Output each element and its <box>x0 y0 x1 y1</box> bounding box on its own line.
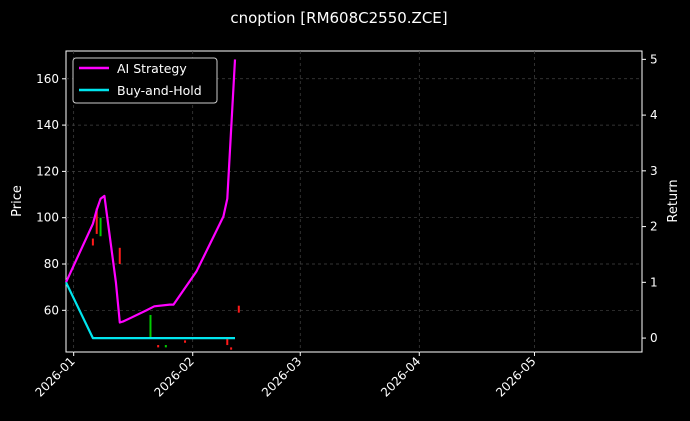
candle-bar <box>118 247 121 265</box>
y-left-tick-label: 80 <box>44 257 59 271</box>
candle-bar <box>149 314 152 339</box>
x-tick-label: 2026-04 <box>378 354 423 399</box>
candle-bar <box>184 340 187 343</box>
y-right-tick-label: 0 <box>650 331 658 345</box>
x-tick-label: 2026-02 <box>151 354 196 399</box>
series-lines <box>65 59 237 340</box>
y-right-tick-label: 2 <box>650 220 658 234</box>
candles <box>91 208 240 350</box>
x-tick-label: 2026-01 <box>32 354 77 399</box>
candle-bar <box>226 338 229 346</box>
y-left-tick-label: 120 <box>36 164 59 178</box>
x-tick-label: 2026-03 <box>259 354 304 399</box>
candle-bar <box>237 305 240 313</box>
candle-bar <box>164 345 167 348</box>
y-left-tick-label: 60 <box>44 303 59 317</box>
y-axis-right-label: Return <box>666 179 681 222</box>
y-left-tick-label: 100 <box>36 211 59 225</box>
legend: AI Strategy Buy-and-Hold <box>72 57 218 104</box>
x-tick-label: 2026-05 <box>493 354 538 399</box>
candle-bar <box>95 208 98 234</box>
y-right-tick-label: 5 <box>650 52 658 66</box>
candle-bar <box>230 347 233 350</box>
candle-bar <box>91 238 94 246</box>
series-line-buy-and-hold <box>65 281 235 340</box>
y-left-tick-label: 140 <box>36 118 59 132</box>
y-axis-left-label: Price <box>10 185 25 217</box>
y-left-tick-label: 160 <box>36 72 59 86</box>
legend-label-buy-and-hold: Buy-and-Hold <box>117 83 202 98</box>
candle-bar <box>99 217 102 237</box>
y-right-tick-label: 1 <box>650 275 658 289</box>
y-right-tick-label: 3 <box>650 164 658 178</box>
series-line-ai-strategy <box>65 59 237 324</box>
candle-bar <box>157 345 160 348</box>
y-right-tick-label: 4 <box>650 108 658 122</box>
legend-label-ai-strategy: AI Strategy <box>117 61 187 76</box>
chart-title: cnoption [RM608C2550.ZCE] <box>230 9 447 27</box>
